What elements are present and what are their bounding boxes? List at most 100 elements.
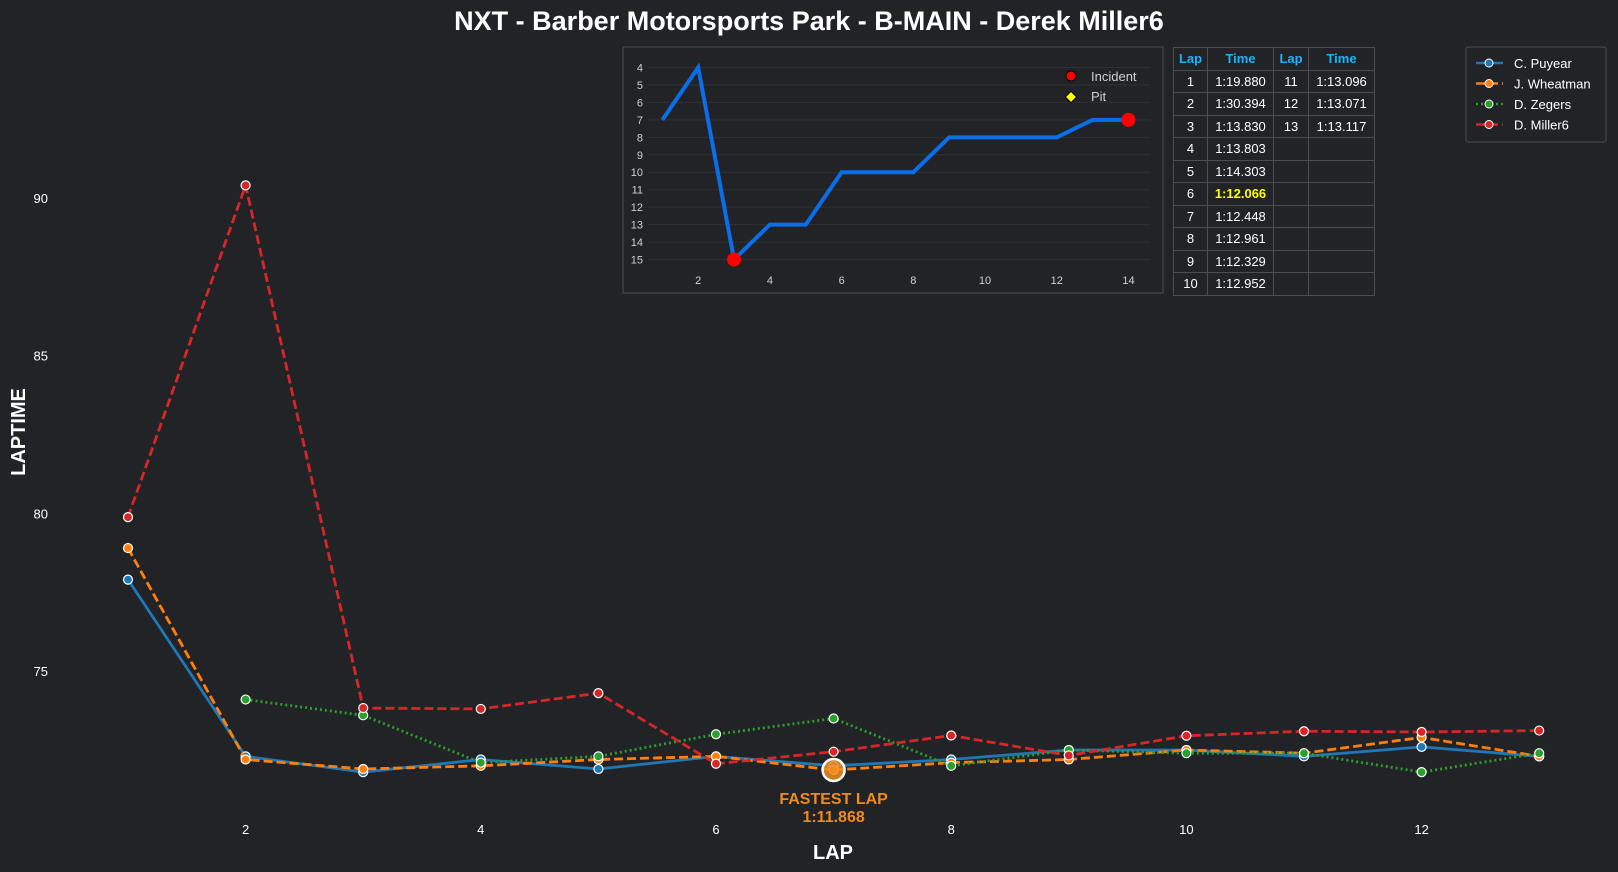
- inset-frame: [622, 46, 1164, 294]
- data-point: [358, 763, 369, 775]
- inset-x-tick-label: 8: [910, 275, 916, 287]
- table-cell: 1:13.803: [1207, 137, 1274, 161]
- main-legend: C. Puyear J. Wheatman D. Zegers D. Miller6: [1465, 46, 1607, 143]
- incident-legend-label: Incident: [1091, 69, 1137, 84]
- incident-legend-marker: [1065, 70, 1077, 82]
- data-point: [946, 760, 957, 771]
- data-point: [1416, 767, 1427, 778]
- table-row: 2 1:30.394 12 1:13.071: [1173, 92, 1375, 116]
- data-point: [828, 713, 839, 724]
- series-line: [245, 698, 1540, 774]
- table-cell: [1273, 159, 1309, 183]
- table-row: 6 1:12.066: [1173, 182, 1375, 206]
- data-point: [358, 702, 369, 714]
- table-cell: [1273, 204, 1309, 228]
- table-cell: [1273, 137, 1309, 161]
- table-row: 8 1:12.961: [1173, 227, 1375, 251]
- legend-label: D. Miller6: [1514, 118, 1569, 133]
- table-cell: 4: [1173, 137, 1208, 161]
- table-cell: 1:12.329: [1207, 249, 1274, 273]
- x-tick-label: 8: [948, 822, 955, 837]
- fastest-lap-label: FASTEST LAP: [779, 791, 888, 808]
- data-point: [1534, 725, 1545, 736]
- table-cell: 1:13.071: [1308, 92, 1375, 116]
- data-point: [122, 512, 134, 523]
- table-cell: 1:19.880: [1207, 69, 1274, 93]
- data-point: [1534, 748, 1545, 759]
- table-cell: [1308, 249, 1375, 273]
- table-cell: 1: [1173, 69, 1208, 93]
- data-point: [1416, 726, 1427, 738]
- y-axis-label: LAPTIME: [8, 388, 30, 476]
- legend-swatch-marker: [1484, 58, 1494, 68]
- inset-y-tick-label: 8: [637, 132, 643, 144]
- data-point: [710, 729, 722, 740]
- table-cell: [1308, 227, 1375, 251]
- table-cell: 1:13.830: [1207, 114, 1274, 138]
- legend-label: C. Puyear: [1514, 56, 1572, 71]
- y-tick-label: 75: [34, 664, 48, 679]
- fastest-lap-time: 1:11.868: [802, 809, 864, 826]
- inset-y-tick-label: 12: [631, 202, 643, 214]
- incident-marker: [727, 252, 742, 267]
- inset-y-tick-label: 10: [631, 167, 643, 179]
- x-tick-label: 2: [242, 822, 249, 837]
- table-row: 1 1:19.880 11 1:13.096: [1173, 69, 1375, 93]
- table-cell: 11: [1273, 69, 1309, 93]
- inset-x-tick-label: 2: [695, 275, 701, 287]
- legend-label: D. Zegers: [1514, 97, 1572, 112]
- table-cell: 1:12.448: [1207, 204, 1274, 228]
- table-cell: 9: [1173, 249, 1208, 273]
- x-tick-label: 10: [1179, 822, 1193, 837]
- data-point: [946, 730, 957, 741]
- inset-position-polyline: [660, 62, 1129, 264]
- chart-title: NXT - Barber Motorsports Park - B-MAIN -…: [454, 6, 1164, 36]
- x-tick-label: 4: [477, 822, 484, 837]
- table-cell: 7: [1173, 204, 1208, 228]
- data-point: [1181, 730, 1192, 741]
- table-cell: 8: [1173, 227, 1208, 251]
- table-cell: 12: [1273, 92, 1309, 116]
- y-tick-label: 80: [34, 506, 48, 521]
- data-point: [240, 754, 251, 765]
- table-cell: [1273, 227, 1309, 251]
- table-row: 5 1:14.303: [1173, 159, 1375, 183]
- table-cell: 1:12.066: [1207, 182, 1274, 206]
- table-header-time-2: Time: [1308, 47, 1375, 71]
- y-tick-label: 85: [34, 349, 48, 364]
- table-cell: [1308, 182, 1375, 206]
- legend-swatch-marker: [1484, 99, 1494, 109]
- table-cell: 1:14.303: [1207, 159, 1274, 183]
- table-cell: [1308, 137, 1375, 161]
- inset-y-tick-label: 6: [637, 97, 643, 109]
- table-cell: 6: [1173, 182, 1208, 206]
- table-cell: [1273, 182, 1309, 206]
- x-tick-label: 12: [1414, 822, 1428, 837]
- inset-x-ticks: 2 4 6 8 10 12 14: [695, 275, 1134, 287]
- table-cell: [1308, 159, 1375, 183]
- table-header-lap: Lap: [1173, 47, 1208, 71]
- data-point: [593, 688, 604, 699]
- table-header-time: Time: [1207, 47, 1274, 71]
- table-cell: 2: [1173, 92, 1208, 116]
- legend-swatch-marker: [1484, 79, 1494, 88]
- table-cell: 1:12.952: [1207, 272, 1274, 296]
- inset-x-tick-label: 14: [1122, 275, 1134, 287]
- data-point: [122, 574, 134, 585]
- table-cell: [1308, 204, 1375, 228]
- inset-y-tick-label: 13: [631, 220, 643, 232]
- data-point: [240, 694, 251, 705]
- lap-times-table: Lap Time Lap Time 1 1:19.880 11 1:13.096 2 1:…: [1173, 47, 1375, 296]
- data-point: [240, 180, 251, 191]
- table-cell: 5: [1173, 159, 1208, 183]
- table-cell: 13: [1273, 114, 1309, 138]
- table-cell: 1:13.117: [1308, 114, 1375, 138]
- data-point: [1181, 748, 1192, 759]
- pit-legend-marker: [1064, 90, 1078, 104]
- table-header-lap-2: Lap: [1273, 47, 1309, 71]
- inset-x-tick-label: 10: [979, 275, 991, 287]
- data-point: [475, 703, 486, 715]
- inset-y-tick-label: 15: [631, 255, 643, 267]
